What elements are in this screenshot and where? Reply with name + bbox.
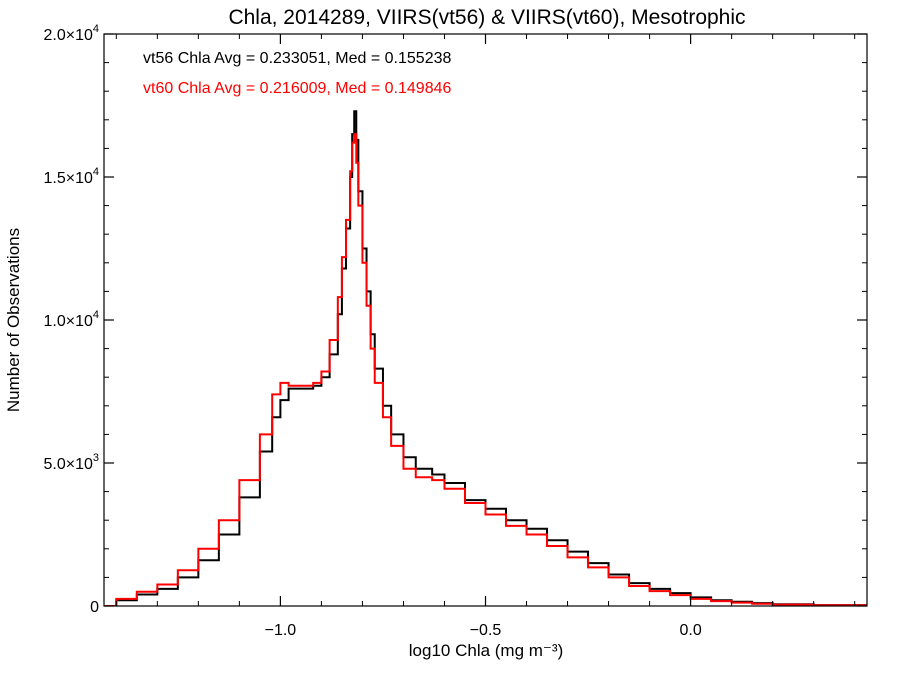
series-line-vt60 xyxy=(104,133,867,606)
stat-vt56: vt56 Chla Avg = 0.233051, Med = 0.155238 xyxy=(143,50,451,67)
y-axis-label: Number of Observations xyxy=(4,228,23,412)
y-tick-label: 5.0×103 xyxy=(43,452,99,473)
y-tick-label: 2.0×104 xyxy=(43,23,99,44)
stat-vt60: vt60 Chla Avg = 0.216009, Med = 0.149846 xyxy=(143,80,451,97)
y-tick-label: 1.5×104 xyxy=(43,166,99,187)
x-tick-label: 0.0 xyxy=(679,622,701,639)
y-tick-label: 0 xyxy=(90,599,99,616)
y-tick-label: 1.0×104 xyxy=(43,309,99,330)
x-tick-label: −0.5 xyxy=(470,622,502,639)
chart-title: Chla, 2014289, VIIRS(vt56) & VIIRS(vt60)… xyxy=(228,6,745,29)
x-tick-label: −1.0 xyxy=(265,622,297,639)
x-axis-label: log10 Chla (mg m⁻³) xyxy=(409,641,563,660)
